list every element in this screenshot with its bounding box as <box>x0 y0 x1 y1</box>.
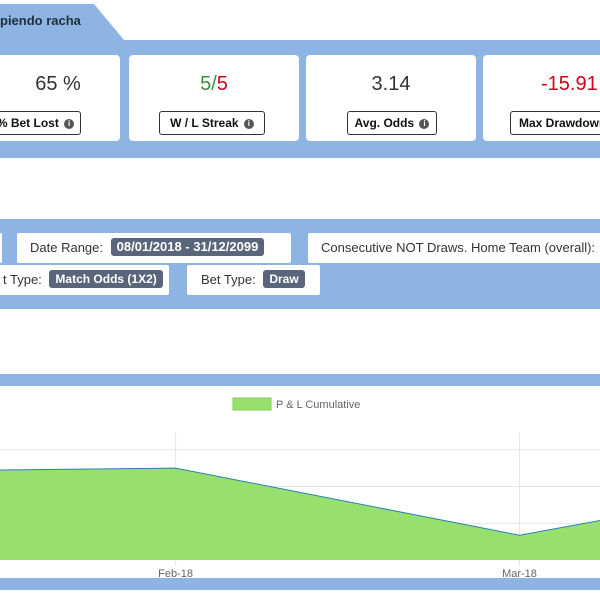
market-value: Match Odds (1X2) <box>49 270 163 288</box>
wl-streak-label[interactable]: W / L Streak i <box>159 111 265 135</box>
stats-panel: 65 % % Bet Lost i 5/5 W / L Streak i 3.1… <box>0 40 600 158</box>
streak-separator: / <box>211 73 217 95</box>
chart-panel: Feb-18 Mar-18 P & L Cumulative <box>0 374 600 590</box>
pl-chart: Feb-18 Mar-18 P & L Cumulative <box>0 386 600 578</box>
wl-streak-label-text: W / L Streak <box>170 116 239 130</box>
pl-cumulative-area <box>0 468 600 560</box>
filters-panel: Date Range: 08/01/2018 - 31/12/2099 Cons… <box>0 219 600 309</box>
avg-odds-value: 3.14 <box>371 73 411 95</box>
wl-streak-value: 5/5 <box>129 73 299 96</box>
date-range-label: Date Range: <box>30 240 103 255</box>
loss-streak: 5 <box>216 73 228 95</box>
max-drawdown-card: -15.91 Max Drawdown <box>483 55 600 141</box>
info-icon[interactable]: i <box>243 119 254 129</box>
max-drawdown-value: -15.91 <box>541 73 598 95</box>
bet-lost-label-text: % Bet Lost <box>0 116 59 130</box>
avg-odds-label-text: Avg. Odds <box>354 116 415 130</box>
bet-lost-value: 65 % <box>35 73 81 95</box>
x-tick-label: Feb-18 <box>158 568 193 578</box>
info-icon[interactable]: i <box>419 119 430 129</box>
bet-lost-label[interactable]: % Bet Lost i <box>0 111 81 135</box>
bet-type-value: Draw <box>263 270 305 288</box>
wl-streak-card: 5/5 W / L Streak i <box>129 55 299 141</box>
filter-box-edge <box>0 233 2 263</box>
tab-shape <box>0 4 124 40</box>
avg-odds-label[interactable]: Avg. Odds i <box>347 111 437 135</box>
system-filter[interactable]: Consecutive NOT Draws. Home Team (overal… <box>308 233 600 263</box>
max-drawdown-value-wrap: -15.91 <box>483 73 600 96</box>
strategy-tab[interactable]: piendo racha <box>0 0 124 40</box>
legend-swatch <box>232 397 272 411</box>
pl-cumulative-line <box>0 467 600 536</box>
x-tick-label: Mar-18 <box>502 568 537 578</box>
bet-type-filter[interactable]: Bet Type: Draw <box>187 265 320 295</box>
date-range-value: 08/01/2018 - 31/12/2099 <box>110 238 265 256</box>
tab-label: piendo racha <box>0 13 81 28</box>
market-filter[interactable]: t Type: Match Odds (1X2) <box>0 265 169 295</box>
date-range-filter[interactable]: Date Range: 08/01/2018 - 31/12/2099 <box>17 233 291 263</box>
max-drawdown-label-text: Max Drawdown <box>519 116 600 130</box>
avg-odds-card: 3.14 Avg. Odds i <box>306 55 476 141</box>
win-streak: 5 <box>200 73 212 95</box>
max-drawdown-label[interactable]: Max Drawdown <box>510 111 600 135</box>
bet-type-label: Bet Type: <box>201 272 256 287</box>
market-label: t Type: <box>3 272 42 287</box>
bet-lost-card: 65 % % Bet Lost i <box>0 55 120 141</box>
legend-label: P & L Cumulative <box>276 399 360 411</box>
info-icon[interactable]: i <box>64 119 75 129</box>
pl-chart-svg: Feb-18 Mar-18 P & L Cumulative <box>0 397 600 578</box>
system-label: Consecutive NOT Draws. Home Team (overal… <box>321 240 596 255</box>
